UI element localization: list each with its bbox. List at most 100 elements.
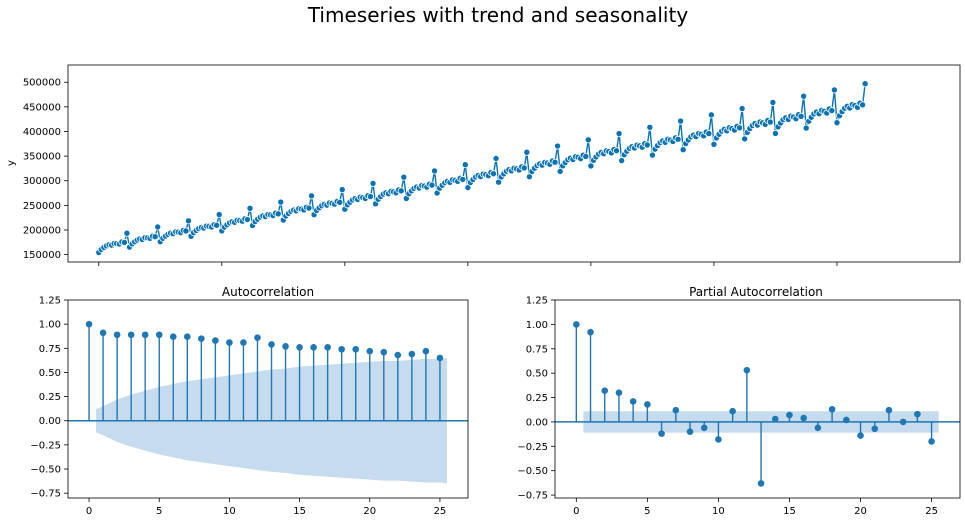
timeseries-point xyxy=(213,221,221,229)
pacf-ytick-label: 0.00 xyxy=(526,417,548,428)
timeseries-point xyxy=(151,233,159,241)
timeseries-point xyxy=(582,152,590,160)
pacf-axes-frame xyxy=(554,299,961,499)
acf-xtick-label: 25 xyxy=(434,506,447,517)
timeseries-ylabel: y xyxy=(6,160,17,166)
pacf-ytick-label: −0.50 xyxy=(517,466,548,477)
pacf-ytick-label: −0.75 xyxy=(517,491,548,502)
timeseries-point xyxy=(520,164,528,172)
timeseries-point xyxy=(554,142,562,150)
acf-marker xyxy=(338,345,345,353)
timeseries-point xyxy=(274,210,282,218)
acf-title: Autocorrelation xyxy=(222,285,314,299)
timeseries-point xyxy=(428,181,436,189)
pacf-marker xyxy=(615,389,623,396)
acf-marker xyxy=(394,351,402,359)
timeseries-point xyxy=(584,136,592,144)
timeseries-plot: y 150000 200000 250000 300000 350000 400000 45… xyxy=(6,64,961,266)
timeseries-point xyxy=(523,148,531,156)
timeseries-point xyxy=(243,216,251,224)
acf-ytick-label: −0.25 xyxy=(30,440,61,451)
timeseries-point xyxy=(215,211,223,219)
timeseries-point xyxy=(492,154,500,162)
timeseries-point xyxy=(556,167,564,175)
timeseries-point xyxy=(648,151,656,159)
timeseries-point xyxy=(246,204,254,212)
pacf-marker xyxy=(743,366,751,374)
acf-ytick-label: 1.25 xyxy=(39,296,61,307)
acf-ytick-label: −0.50 xyxy=(30,465,61,476)
pacf-marker xyxy=(814,424,822,432)
timeseries-point xyxy=(613,147,621,155)
acf-plot: Autocorrelation −0.75 −0.50 −0.25 0.00 0.25 0… xyxy=(30,285,469,517)
acf-ytick-label: 0.50 xyxy=(39,368,61,379)
acf-marker xyxy=(366,347,374,355)
timeseries-point xyxy=(861,80,869,88)
pacf-marker xyxy=(786,411,793,419)
timeseries-point xyxy=(677,117,685,125)
pacf-marker xyxy=(899,418,907,426)
timeseries-point xyxy=(643,141,651,149)
timeseries-point xyxy=(184,217,192,225)
timeseries-point xyxy=(120,238,128,246)
acf-marker xyxy=(422,347,430,355)
pacf-marker xyxy=(914,410,921,418)
timeseries-ytick-label: 300000 xyxy=(23,176,61,187)
pacf-marker xyxy=(658,430,665,437)
acf-marker xyxy=(99,329,107,337)
pacf-xtick-label: 15 xyxy=(783,506,796,517)
pacf-ytick-label: −0.25 xyxy=(517,442,548,453)
timeseries-point xyxy=(618,157,626,165)
figure-title: Timeseries with trend and seasonality xyxy=(307,3,688,27)
timeseries-ytick-label: 500000 xyxy=(23,78,61,89)
pacf-marker xyxy=(857,432,864,439)
timeseries-point xyxy=(277,198,285,206)
pacf-xtick-label: 10 xyxy=(712,506,725,517)
pacf-ytick-label: 0.75 xyxy=(526,344,548,355)
timeseries-axes-frame xyxy=(67,64,961,263)
pacf-marker xyxy=(700,424,708,432)
pacf-marker xyxy=(885,406,893,414)
acf-marker xyxy=(254,334,261,341)
timeseries-point xyxy=(800,92,808,100)
pacf-ytick-label: 0.25 xyxy=(526,393,548,404)
acf-marker xyxy=(183,333,191,341)
pacf-title: Partial Autocorrelation xyxy=(689,285,823,299)
timeseries-ytick-label: 350000 xyxy=(23,152,61,163)
timeseries-point xyxy=(828,107,836,115)
timeseries-point xyxy=(769,98,777,106)
timeseries-point xyxy=(741,135,749,143)
pacf-marker xyxy=(715,436,722,443)
acf-axes-frame xyxy=(67,299,469,499)
timeseries-point xyxy=(305,204,313,212)
acf-marker xyxy=(113,331,121,339)
acf-marker xyxy=(85,320,93,328)
acf-marker xyxy=(310,344,317,351)
timeseries-point xyxy=(707,111,715,119)
pacf-xtick-label: 0 xyxy=(573,506,579,517)
timeseries-point xyxy=(338,186,346,194)
pacf-marker xyxy=(843,416,850,424)
pacf-marker xyxy=(828,405,836,413)
pacf-xtick-label: 20 xyxy=(854,506,867,517)
timeseries-point xyxy=(679,146,687,154)
pacf-marker xyxy=(601,387,609,395)
timeseries-point xyxy=(736,124,744,132)
timeseries-point xyxy=(738,105,746,113)
timeseries-point xyxy=(308,192,316,200)
pacf-marker xyxy=(771,415,779,423)
acf-marker xyxy=(282,343,289,350)
acf-marker xyxy=(141,331,149,339)
acf-ytick-label: 0.75 xyxy=(39,344,61,355)
timeseries-point xyxy=(366,193,374,201)
acf-xtick-label: 10 xyxy=(223,506,236,517)
timeseries-point xyxy=(674,135,682,143)
pacf-marker xyxy=(686,428,694,435)
acf-marker xyxy=(380,348,388,356)
timeseries-point xyxy=(551,158,559,166)
acf-xtick-label: 5 xyxy=(156,506,162,517)
acf-marker xyxy=(324,344,331,351)
timeseries-point xyxy=(397,187,405,195)
acf-ytick-label: 1.00 xyxy=(39,320,61,331)
